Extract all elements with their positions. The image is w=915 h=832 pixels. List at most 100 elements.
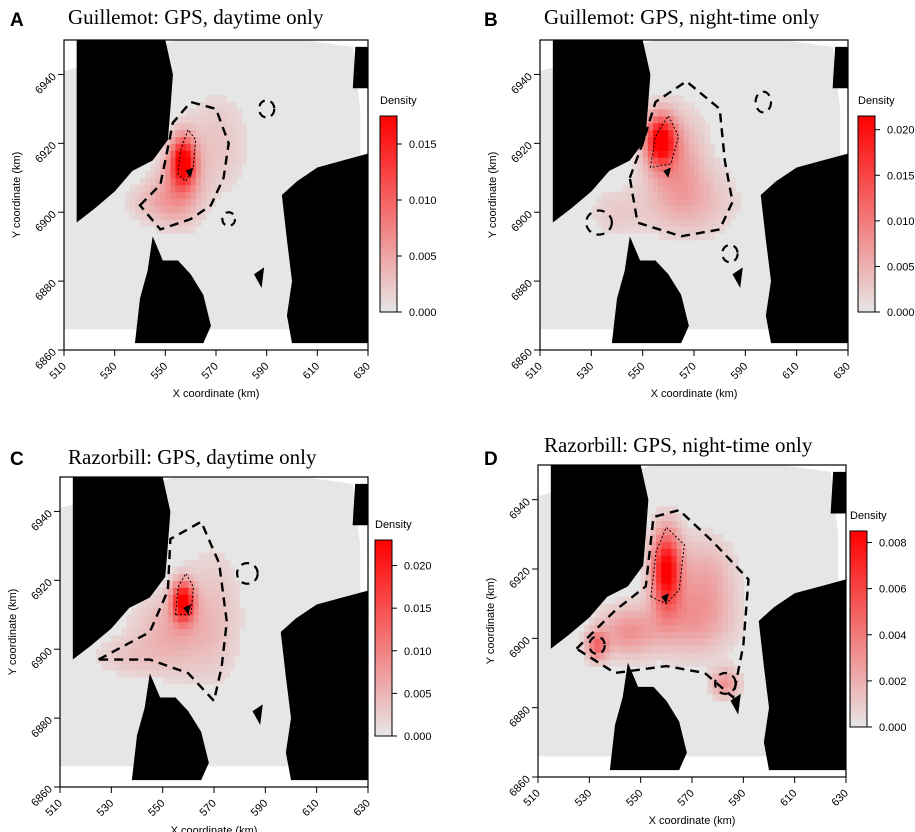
density-cell bbox=[596, 205, 603, 213]
density-cell bbox=[661, 610, 667, 619]
density-cell bbox=[630, 631, 637, 639]
density-cell bbox=[126, 649, 133, 657]
density-cell bbox=[650, 603, 657, 612]
density-cell bbox=[157, 669, 164, 678]
density-cell bbox=[694, 226, 700, 234]
density-cell bbox=[620, 596, 626, 605]
density-cell bbox=[733, 673, 739, 681]
density-cell bbox=[650, 589, 657, 598]
density-cell bbox=[178, 635, 184, 643]
density-cell bbox=[175, 184, 182, 193]
density-cell bbox=[668, 95, 675, 103]
density-cell bbox=[645, 575, 652, 584]
density-cell bbox=[160, 219, 166, 227]
density-cell bbox=[229, 649, 236, 657]
legend-colorbar bbox=[379, 115, 398, 313]
density-cell bbox=[620, 645, 626, 653]
density-cell bbox=[601, 191, 608, 200]
y-axis-label: Y coordinate (km) bbox=[485, 578, 497, 665]
density-cell bbox=[231, 143, 237, 151]
density-cell bbox=[203, 552, 210, 561]
density-cell bbox=[738, 617, 744, 626]
density-cell bbox=[190, 191, 197, 200]
density-cell bbox=[637, 191, 644, 200]
density-cell bbox=[606, 219, 613, 227]
density-cell bbox=[671, 652, 678, 660]
density-cell bbox=[656, 527, 662, 535]
density-cell bbox=[688, 198, 695, 206]
legend-tick-label: 0.000 bbox=[879, 722, 907, 734]
density-cell bbox=[231, 102, 237, 110]
density-cell bbox=[145, 191, 151, 200]
density-cell bbox=[200, 136, 207, 144]
density-cell bbox=[620, 610, 626, 619]
density-cell bbox=[214, 573, 220, 581]
density-cell bbox=[717, 624, 724, 632]
density-cell bbox=[137, 628, 143, 637]
density-cell bbox=[157, 587, 164, 595]
density-cell bbox=[203, 580, 210, 588]
density-cell bbox=[165, 205, 171, 213]
density-cell bbox=[699, 232, 705, 241]
density-cell bbox=[656, 534, 662, 542]
density-cell bbox=[722, 582, 729, 591]
density-cell bbox=[658, 205, 664, 213]
density-cell bbox=[686, 638, 693, 646]
density-cell bbox=[717, 617, 724, 626]
density-cell bbox=[224, 663, 230, 671]
density-cell bbox=[676, 562, 683, 570]
density-cell bbox=[722, 673, 729, 681]
density-cell bbox=[738, 582, 744, 591]
density-cell bbox=[210, 157, 217, 165]
density-cell bbox=[650, 582, 657, 591]
density-cell bbox=[709, 205, 716, 213]
density-cell bbox=[165, 177, 171, 186]
density-cell bbox=[630, 617, 637, 626]
density-cell bbox=[724, 184, 731, 193]
density-cell bbox=[663, 205, 669, 213]
density-cell bbox=[729, 198, 736, 206]
density-cell bbox=[668, 177, 675, 186]
density-cell bbox=[650, 527, 657, 535]
density-grid bbox=[95, 545, 246, 685]
density-cell bbox=[188, 621, 195, 630]
density-cell bbox=[697, 555, 703, 563]
density-cell bbox=[591, 212, 598, 220]
density-cell bbox=[615, 610, 621, 619]
land-mass bbox=[72, 535, 96, 564]
density-cell bbox=[650, 624, 657, 632]
density-cell bbox=[160, 226, 166, 234]
density-cell bbox=[673, 177, 680, 186]
density-cell bbox=[681, 638, 688, 646]
density-cell bbox=[692, 638, 698, 646]
density-cell bbox=[625, 659, 631, 667]
density-cell bbox=[717, 645, 724, 653]
density-cell bbox=[656, 652, 662, 660]
x-tick-label: 630 bbox=[831, 360, 852, 381]
density-cell bbox=[661, 562, 667, 570]
density-cell bbox=[625, 610, 631, 619]
density-cell bbox=[630, 603, 637, 612]
land-mass bbox=[550, 523, 574, 552]
density-cell bbox=[712, 603, 719, 612]
density-cell bbox=[126, 614, 133, 623]
density-cell bbox=[604, 624, 611, 632]
density-cell bbox=[234, 614, 241, 623]
density-cell bbox=[152, 642, 159, 650]
density-cell bbox=[676, 624, 683, 632]
density-cell bbox=[208, 545, 215, 554]
density-cell bbox=[668, 219, 675, 227]
density-cell bbox=[210, 108, 217, 117]
density-cell bbox=[668, 150, 675, 158]
panel-letter-a: A bbox=[10, 10, 24, 31]
density-cell bbox=[712, 610, 719, 619]
density-cell bbox=[203, 621, 210, 630]
density-cell bbox=[658, 212, 664, 220]
density-cell bbox=[131, 663, 138, 671]
density-cell bbox=[178, 663, 184, 671]
density-cell bbox=[188, 594, 195, 602]
density-cell bbox=[717, 562, 724, 570]
density-cell bbox=[681, 548, 688, 556]
density-cell bbox=[733, 562, 739, 570]
density-cell bbox=[673, 95, 680, 103]
